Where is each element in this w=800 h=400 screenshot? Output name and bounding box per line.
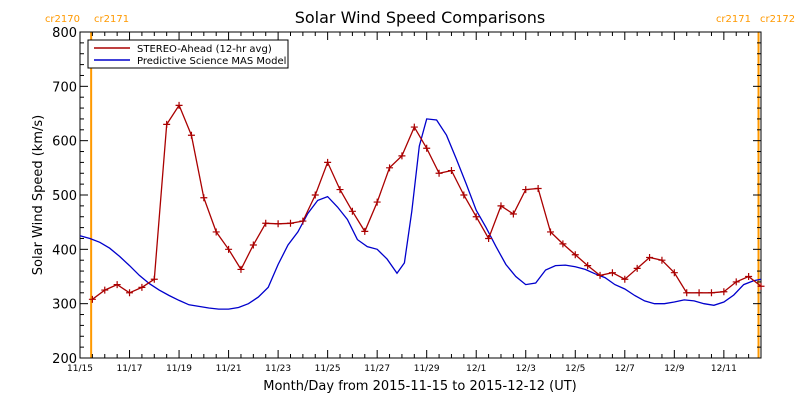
stereo-data-point bbox=[534, 184, 542, 192]
stereo-data-point bbox=[485, 234, 493, 242]
stereo-data-point bbox=[113, 281, 121, 289]
stereo-data-point bbox=[237, 265, 245, 273]
cr-right-label-1: cr2171 bbox=[94, 14, 129, 25]
stereo-data-point bbox=[138, 283, 146, 291]
stereo-data-point bbox=[336, 186, 344, 194]
stereo-data-point bbox=[460, 191, 468, 199]
x-tick-label: 11/29 bbox=[414, 364, 440, 374]
x-tick-label: 12/9 bbox=[664, 364, 684, 374]
stereo-data-point bbox=[101, 286, 109, 294]
series-line-stereo bbox=[92, 103, 762, 300]
stereo-data-point bbox=[547, 228, 555, 236]
cr-right-label-2: cr2172 bbox=[760, 14, 795, 25]
x-tick-label: 11/19 bbox=[166, 364, 192, 374]
x-tick-label: 11/23 bbox=[265, 364, 291, 374]
stereo-data-point bbox=[187, 131, 195, 139]
legend-label-model: Predictive Science MAS Model bbox=[137, 56, 286, 67]
x-tick-label: 12/7 bbox=[615, 364, 635, 374]
y-tick-label: 400 bbox=[52, 243, 77, 258]
x-tick-label: 12/11 bbox=[711, 364, 737, 374]
x-tick-label: 11/21 bbox=[216, 364, 242, 374]
stereo-data-point bbox=[608, 269, 616, 277]
stereo-data-point bbox=[410, 123, 418, 131]
x-tick-label: 11/25 bbox=[315, 364, 341, 374]
stereo-data-point bbox=[522, 186, 530, 194]
plot-frame bbox=[79, 31, 762, 359]
stereo-data-point bbox=[200, 194, 208, 202]
stereo-data-point bbox=[150, 275, 158, 283]
stereo-data-point bbox=[88, 295, 96, 303]
stereo-data-point bbox=[361, 227, 369, 235]
y-tick-label: 200 bbox=[52, 352, 77, 367]
stereo-data-point bbox=[584, 262, 592, 270]
x-tick-label: 12/3 bbox=[516, 364, 536, 374]
stereo-data-point bbox=[695, 289, 703, 297]
stereo-data-point bbox=[175, 101, 183, 109]
stereo-data-point bbox=[311, 191, 319, 199]
stereo-data-point bbox=[262, 219, 270, 227]
y-tick-label: 700 bbox=[52, 80, 77, 95]
y-tick-label: 500 bbox=[52, 189, 77, 204]
y-tick-label: 800 bbox=[52, 26, 77, 41]
stereo-data-point bbox=[707, 289, 715, 297]
stereo-data-point bbox=[720, 288, 728, 296]
stereo-data-point bbox=[596, 271, 604, 279]
stereo-data-point bbox=[509, 210, 517, 218]
x-tick-label: 11/27 bbox=[364, 364, 390, 374]
stereo-data-point bbox=[646, 253, 654, 261]
stereo-data-point bbox=[299, 217, 307, 225]
y-axis-label: Solar Wind Speed (km/s) bbox=[31, 115, 46, 275]
cr-left-label-2: cr2171 bbox=[716, 14, 751, 25]
stereo-data-point bbox=[633, 264, 641, 272]
stereo-data-point bbox=[732, 278, 740, 286]
stereo-data-point bbox=[348, 207, 356, 215]
x-tick-label: 11/17 bbox=[117, 364, 143, 374]
stereo-data-point bbox=[683, 289, 691, 297]
stereo-data-point bbox=[274, 220, 282, 228]
stereo-data-point bbox=[435, 169, 443, 177]
stereo-data-point bbox=[571, 251, 579, 259]
x-axis-label: Month/Day from 2015-11-15 to 2015-12-12 … bbox=[263, 379, 576, 394]
stereo-data-point bbox=[757, 282, 765, 290]
series-line-model bbox=[79, 118, 762, 310]
x-tick-label: 11/15 bbox=[67, 364, 93, 374]
stereo-data-point bbox=[447, 167, 455, 175]
stereo-data-point bbox=[423, 144, 431, 152]
stereo-data-point bbox=[286, 219, 294, 227]
stereo-data-point bbox=[670, 269, 678, 277]
legend-box bbox=[87, 39, 289, 69]
stereo-data-point bbox=[324, 158, 332, 166]
stereo-data-point bbox=[249, 241, 257, 249]
stereo-data-point bbox=[373, 198, 381, 206]
stereo-data-point bbox=[386, 164, 394, 172]
stereo-data-point bbox=[472, 213, 480, 221]
stereo-data-point bbox=[126, 289, 134, 297]
stereo-data-point bbox=[398, 152, 406, 160]
stereo-data-point bbox=[621, 275, 629, 283]
x-tick-label: 12/1 bbox=[466, 364, 486, 374]
y-tick-label: 300 bbox=[52, 298, 77, 313]
stereo-data-point bbox=[497, 202, 505, 210]
cr-left-label-1: cr2170 bbox=[45, 14, 80, 25]
legend-label-stereo: STEREO-Ahead (12-hr avg) bbox=[137, 44, 272, 55]
stereo-data-point bbox=[163, 120, 171, 128]
stereo-data-point bbox=[225, 245, 233, 253]
chart-title: Solar Wind Speed Comparisons bbox=[295, 8, 546, 27]
stereo-data-point bbox=[658, 256, 666, 264]
x-tick-label: 12/5 bbox=[565, 364, 585, 374]
y-tick-label: 600 bbox=[52, 135, 77, 150]
stereo-data-point bbox=[745, 273, 753, 280]
legend: STEREO-Ahead (12-hr avg) Predictive Scie… bbox=[87, 39, 289, 69]
stereo-data-point bbox=[212, 228, 220, 236]
stereo-data-point bbox=[559, 240, 567, 248]
